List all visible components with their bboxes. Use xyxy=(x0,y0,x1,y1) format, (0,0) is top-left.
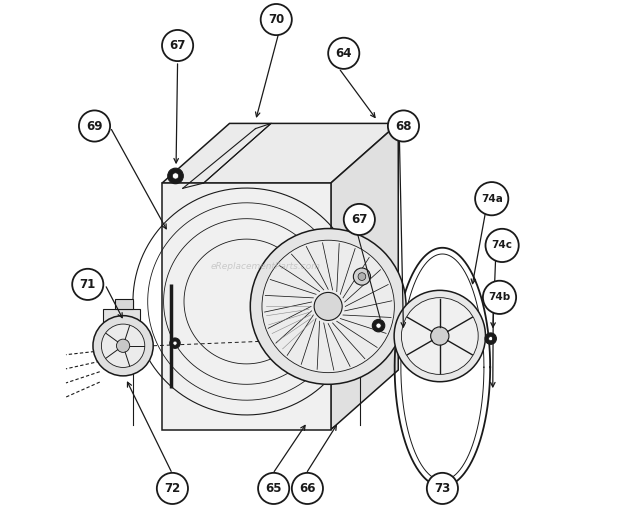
Circle shape xyxy=(262,240,394,373)
Circle shape xyxy=(328,38,360,69)
Polygon shape xyxy=(115,299,133,310)
Polygon shape xyxy=(162,123,398,183)
Circle shape xyxy=(93,316,153,376)
Text: 70: 70 xyxy=(268,13,285,26)
Circle shape xyxy=(431,327,449,345)
Circle shape xyxy=(250,229,406,384)
Circle shape xyxy=(102,324,144,367)
Text: 67: 67 xyxy=(169,39,186,52)
Circle shape xyxy=(72,269,104,300)
Polygon shape xyxy=(330,123,398,430)
Circle shape xyxy=(79,111,110,141)
Text: 74b: 74b xyxy=(489,292,511,302)
Circle shape xyxy=(314,292,342,321)
Text: 64: 64 xyxy=(335,47,352,60)
Circle shape xyxy=(427,473,458,504)
Circle shape xyxy=(394,290,485,382)
Text: 71: 71 xyxy=(79,278,96,291)
Circle shape xyxy=(157,473,188,504)
Text: 65: 65 xyxy=(265,482,282,495)
Circle shape xyxy=(483,281,516,314)
Circle shape xyxy=(376,323,381,328)
Text: 72: 72 xyxy=(164,482,180,495)
Text: 74a: 74a xyxy=(480,194,503,204)
Circle shape xyxy=(173,341,177,345)
Circle shape xyxy=(388,111,419,141)
Text: 69: 69 xyxy=(86,120,103,133)
Circle shape xyxy=(489,337,493,341)
Text: eReplacementParts.com: eReplacementParts.com xyxy=(211,262,321,271)
Circle shape xyxy=(485,333,497,345)
Circle shape xyxy=(168,168,184,184)
Polygon shape xyxy=(104,310,140,335)
Text: 67: 67 xyxy=(351,213,368,226)
Circle shape xyxy=(162,30,193,61)
Circle shape xyxy=(372,319,385,332)
Circle shape xyxy=(292,473,323,504)
Text: 66: 66 xyxy=(299,482,316,495)
Circle shape xyxy=(475,182,508,215)
Circle shape xyxy=(170,338,180,348)
Circle shape xyxy=(117,339,130,352)
Circle shape xyxy=(358,272,366,280)
Circle shape xyxy=(343,204,375,235)
Text: 73: 73 xyxy=(434,482,451,495)
Circle shape xyxy=(172,173,179,179)
Circle shape xyxy=(258,473,290,504)
Text: 68: 68 xyxy=(395,120,412,133)
Circle shape xyxy=(353,268,371,285)
Circle shape xyxy=(260,4,292,35)
Polygon shape xyxy=(162,183,330,430)
Circle shape xyxy=(401,298,478,374)
Text: 74c: 74c xyxy=(492,241,513,251)
Circle shape xyxy=(485,229,519,262)
